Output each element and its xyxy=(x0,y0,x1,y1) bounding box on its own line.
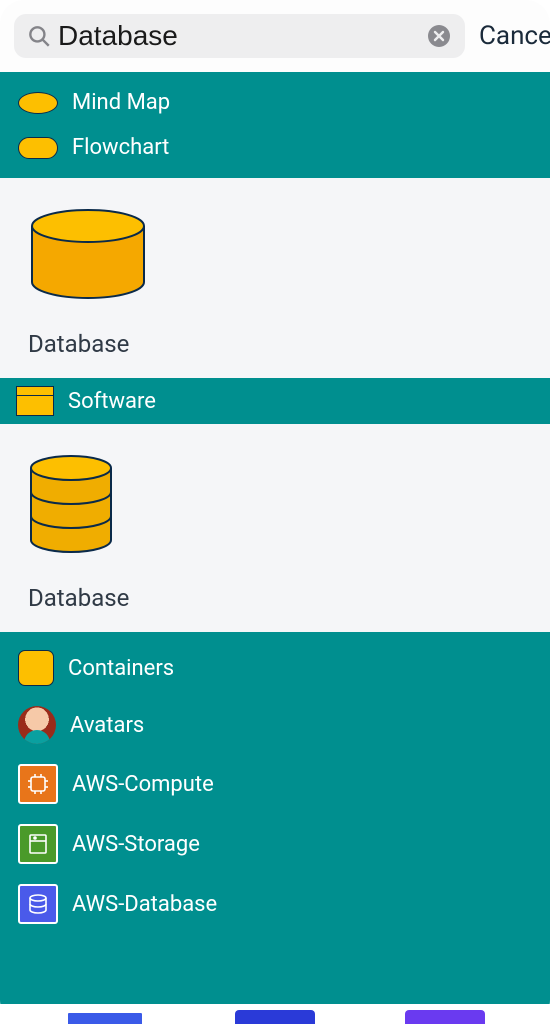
folder-icon xyxy=(16,386,54,416)
category-group-3: Containers Avatars AWS-Compute xyxy=(0,632,550,1004)
category-label: AWS-Compute xyxy=(72,772,214,797)
category-label: AWS-Database xyxy=(72,892,217,917)
shape-label: Database xyxy=(28,330,522,358)
category-label: AWS-Storage xyxy=(72,832,200,857)
close-icon xyxy=(427,24,451,48)
shape-preview-2: Database xyxy=(0,424,550,632)
bottom-tile-3[interactable] xyxy=(405,1010,485,1024)
category-aws-compute[interactable]: AWS-Compute xyxy=(0,754,550,814)
category-aws-storage[interactable]: AWS-Storage xyxy=(0,814,550,874)
avatar-icon xyxy=(18,706,56,744)
bottom-tile-2[interactable] xyxy=(235,1010,315,1024)
category-containers[interactable]: Containers xyxy=(0,640,550,696)
cancel-button[interactable]: Cancel xyxy=(479,21,550,51)
oval-icon xyxy=(18,92,58,114)
category-label: Containers xyxy=(68,656,174,681)
database-stack-icon[interactable] xyxy=(28,452,114,556)
search-input[interactable] xyxy=(58,20,419,52)
shape-label: Database xyxy=(28,584,522,612)
square-icon xyxy=(18,650,54,686)
category-label: Mind Map xyxy=(72,90,170,115)
category-software[interactable]: Software xyxy=(0,378,550,424)
aws-compute-icon xyxy=(18,764,58,804)
aws-database-icon xyxy=(18,884,58,924)
category-aws-database[interactable]: AWS-Database xyxy=(0,874,550,934)
category-label: Avatars xyxy=(70,713,144,738)
category-avatars[interactable]: Avatars xyxy=(0,696,550,754)
category-label: Software xyxy=(68,389,156,414)
search-bar: Cancel xyxy=(0,0,550,72)
search-field[interactable] xyxy=(14,14,465,58)
rounded-rect-icon xyxy=(18,137,58,159)
category-group-2: Software xyxy=(0,378,550,424)
database-cylinder-icon[interactable] xyxy=(28,206,148,302)
bottom-tile-1[interactable] xyxy=(65,1010,145,1024)
category-flowchart[interactable]: Flowchart xyxy=(0,125,550,170)
category-label: Flowchart xyxy=(72,135,169,160)
category-mind-map[interactable]: Mind Map xyxy=(0,80,550,125)
clear-search-button[interactable] xyxy=(425,22,453,50)
category-group-1: Mind Map Flowchart xyxy=(0,72,550,178)
aws-storage-icon xyxy=(18,824,58,864)
app-root: Cancel Mind Map Flowchart Database xyxy=(0,0,550,1024)
shape-preview-1: Database xyxy=(0,178,550,378)
search-icon xyxy=(26,23,52,49)
bottom-toolbar xyxy=(0,1004,550,1024)
